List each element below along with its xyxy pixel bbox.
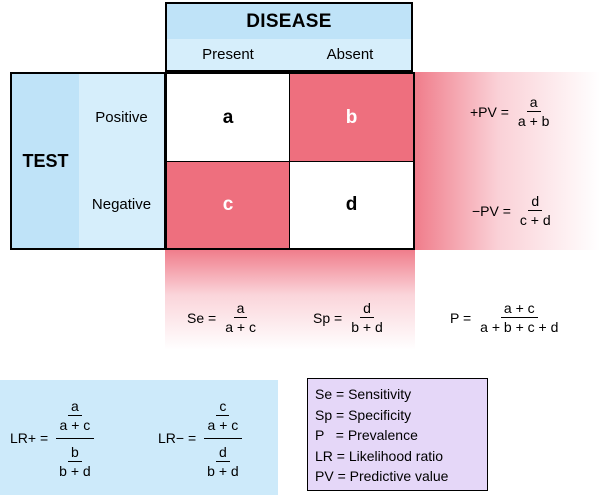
ppv-numerator: a (526, 94, 541, 112)
p-numerator: a + c (500, 300, 538, 318)
lrn-bottom-denominator: b + d (207, 462, 239, 479)
disease-header: DISEASE (165, 2, 413, 40)
column-header-absent: Absent (289, 39, 413, 72)
legend-item: Sp = Specificity (315, 406, 412, 423)
row-header-negative: Negative (79, 161, 166, 250)
cell-b-false-positive: b (289, 72, 415, 162)
lrn-top-denominator: a + c (207, 416, 239, 433)
ppv-denominator: a + b (517, 113, 550, 129)
test-header: TEST (10, 72, 80, 250)
abbreviation-legend: Se = Sensitivity Sp = Specificity P = Pr… (307, 378, 488, 491)
lrn-label: LR− = (158, 430, 197, 446)
lrp-top-denominator: a + c (59, 416, 91, 433)
lrn-main-divider (204, 437, 242, 439)
ppv-gradient-band (415, 72, 600, 250)
sp-numerator: d (360, 300, 374, 318)
se-denominator: a + c (225, 319, 256, 335)
lrp-bottom-denominator: b + d (59, 462, 91, 479)
lrn-bottom-numerator: d (216, 444, 230, 462)
npv-denominator: c + d (519, 212, 551, 228)
formula-lr-negative: LR− = c a + c d b + d (158, 388, 242, 488)
p-label: P = (450, 309, 472, 326)
sp-label: Sp = (313, 309, 343, 326)
legend-item: Se = Sensitivity (315, 386, 412, 402)
se-sp-gradient-band (165, 250, 415, 350)
likelihood-ratio-panel: LR+ = a a + c b b + d LR− = c a + c d b … (0, 380, 278, 495)
cell-a-true-positive: a (165, 72, 290, 162)
lrn-top-numerator: c (216, 398, 230, 416)
se-numerator: a (233, 300, 248, 318)
ppv-label: +PV = (470, 103, 509, 120)
se-label: Se = (187, 309, 217, 326)
formula-lr-positive: LR+ = a a + c b b + d (10, 388, 94, 488)
cell-d-true-negative: d (289, 161, 415, 250)
lrp-bottom-numerator: b (68, 444, 82, 462)
cell-c-false-negative: c (165, 161, 290, 250)
lrp-top-numerator: a (68, 398, 82, 416)
lrp-main-divider (56, 437, 94, 439)
sp-denominator: b + d (351, 319, 383, 335)
lrp-label: LR+ = (10, 430, 49, 446)
legend-item: LR = Likelihood ratio (315, 447, 444, 464)
npv-label: −PV = (472, 202, 511, 219)
column-header-present: Present (165, 39, 290, 72)
legend-item: P = Prevalence (315, 427, 418, 443)
legend-item: PV = Predictive value (315, 468, 449, 484)
npv-numerator: d (528, 193, 543, 211)
row-header-positive: Positive (79, 72, 166, 162)
p-denominator: a + b + c + d (480, 319, 559, 335)
